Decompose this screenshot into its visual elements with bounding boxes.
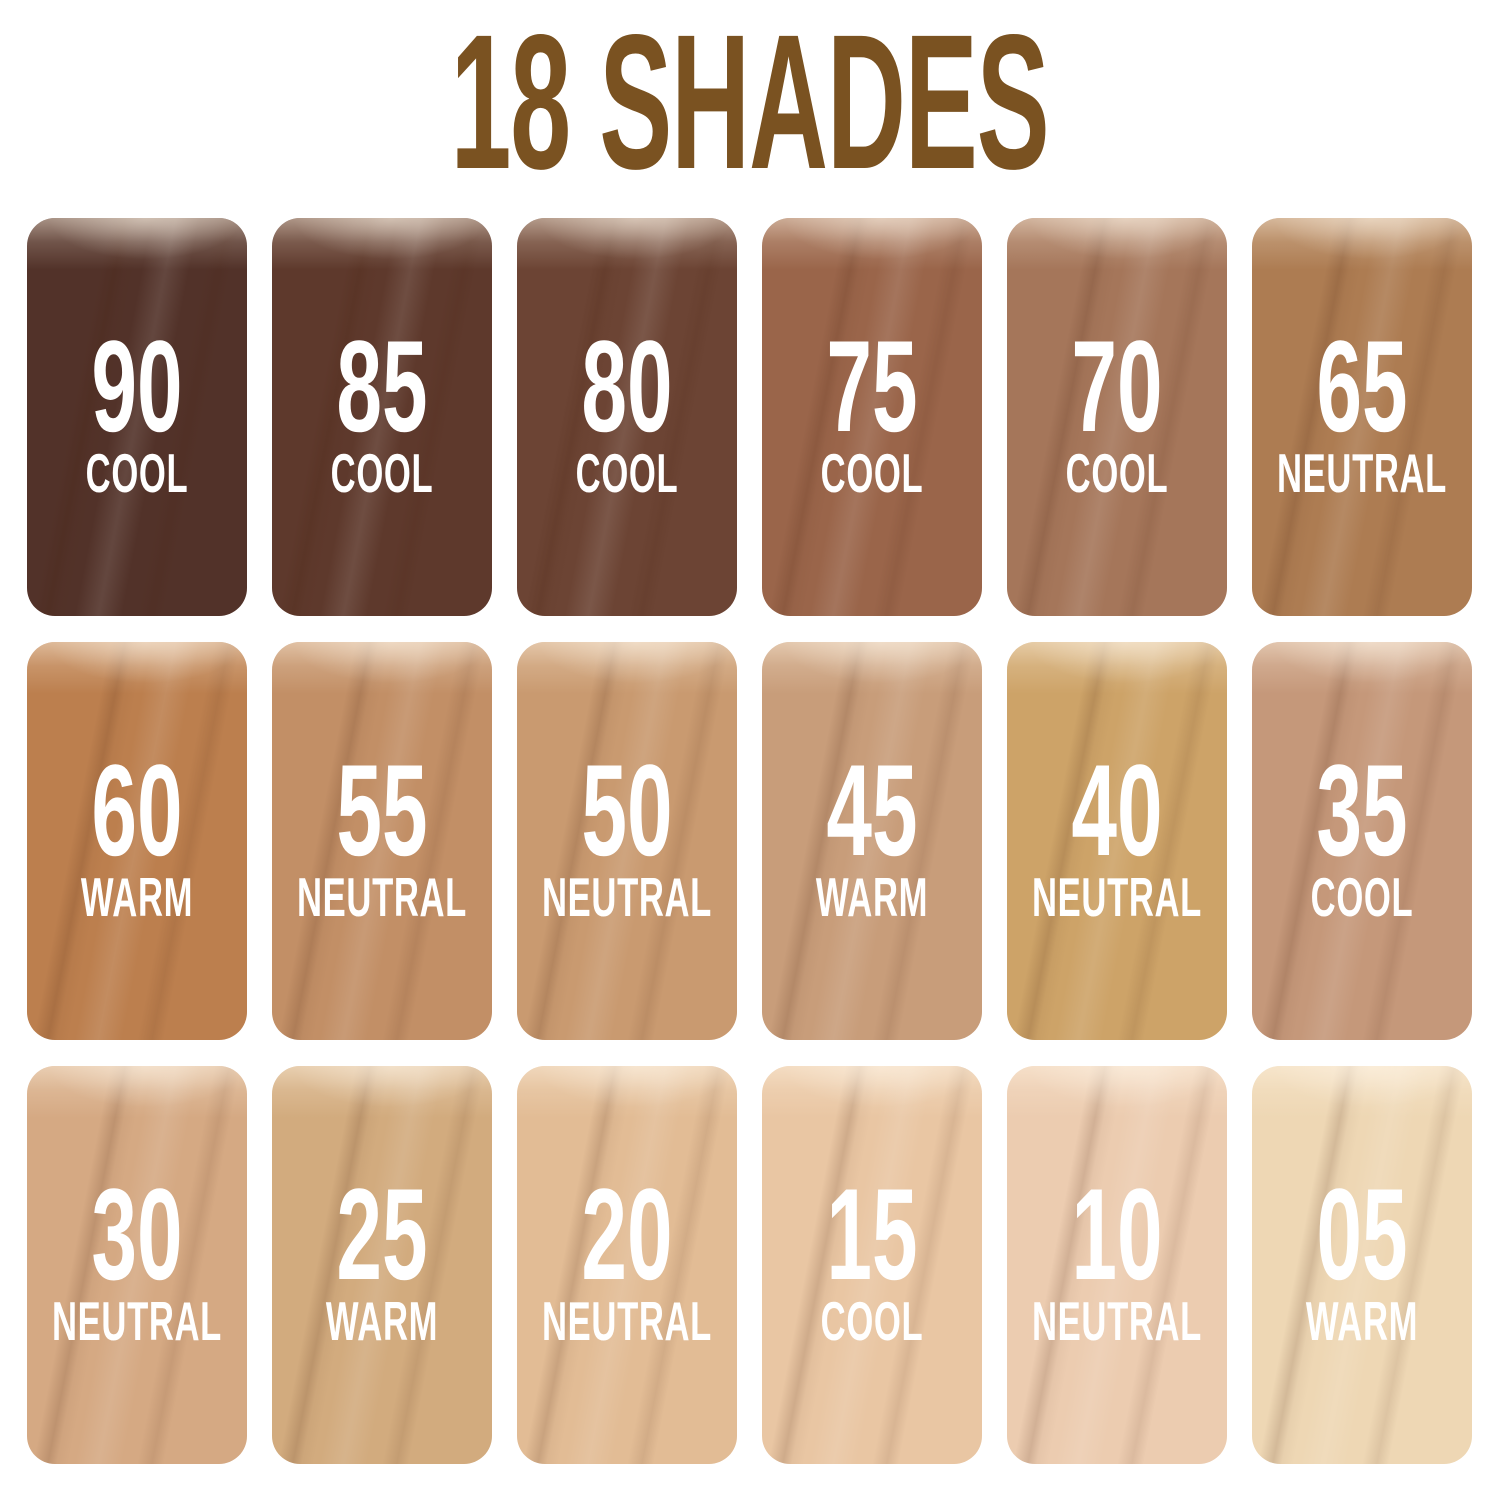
shade-tile-30-neutral: 30 NEUTRAL: [27, 1066, 247, 1464]
shade-label: 70 COOL: [1048, 218, 1187, 616]
shade-label: 10 NEUTRAL: [1032, 1066, 1201, 1464]
shade-tile-85-cool: 85 COOL: [272, 218, 492, 616]
shade-number: 10: [1071, 1160, 1163, 1307]
shade-number: 05: [1316, 1160, 1408, 1307]
foundation-smear-texture: [1007, 1066, 1227, 1464]
shade-label: 35 COOL: [1293, 642, 1432, 1040]
shade-tile-90-cool: 90 COOL: [27, 218, 247, 616]
shade-number: 20: [581, 1160, 673, 1307]
shade-undertone: WARM: [815, 866, 929, 929]
shade-number: 90: [91, 312, 183, 459]
foundation-smear-texture: [272, 642, 492, 1040]
shade-number: 50: [581, 736, 673, 883]
shade-number: 35: [1316, 736, 1408, 883]
page-title-wrap: 18 SHADES: [0, 0, 1500, 198]
shade-undertone: COOL: [575, 442, 679, 505]
shade-undertone: WARM: [1305, 1290, 1419, 1353]
foundation-smear-texture: [27, 218, 247, 616]
shade-label: 65 NEUTRAL: [1277, 218, 1446, 616]
shade-undertone: NEUTRAL: [1277, 442, 1447, 505]
shade-tile-25-warm: 25 WARM: [272, 1066, 492, 1464]
shade-label: 60 WARM: [68, 642, 207, 1040]
shade-label: 30 NEUTRAL: [52, 1066, 221, 1464]
shade-number: 45: [826, 736, 918, 883]
shade-undertone: NEUTRAL: [542, 866, 712, 929]
shade-undertone: WARM: [325, 1290, 439, 1353]
shade-undertone: NEUTRAL: [1032, 1290, 1202, 1353]
foundation-smear-texture: [762, 218, 982, 616]
shade-undertone: COOL: [1310, 866, 1414, 929]
shade-number: 75: [826, 312, 918, 459]
shade-undertone: COOL: [820, 442, 924, 505]
foundation-smear-texture: [1252, 642, 1472, 1040]
foundation-smear-texture: [27, 642, 247, 1040]
foundation-smear-texture: [27, 1066, 247, 1464]
foundation-smear-texture: [517, 218, 737, 616]
foundation-smear-texture: [1252, 218, 1472, 616]
foundation-smear-texture: [1007, 218, 1227, 616]
foundation-smear-texture: [762, 642, 982, 1040]
shade-label: 50 NEUTRAL: [542, 642, 711, 1040]
shade-number: 70: [1071, 312, 1163, 459]
shade-label: 05 WARM: [1293, 1066, 1432, 1464]
foundation-smear-texture: [272, 1066, 492, 1464]
shade-number: 80: [581, 312, 673, 459]
shade-number: 25: [336, 1160, 428, 1307]
foundation-smear-texture: [517, 1066, 737, 1464]
shade-undertone: COOL: [820, 1290, 924, 1353]
shade-number: 60: [91, 736, 183, 883]
shade-tile-80-cool: 80 COOL: [517, 218, 737, 616]
shade-undertone: NEUTRAL: [297, 866, 467, 929]
shade-undertone: NEUTRAL: [52, 1290, 222, 1353]
shade-number: 40: [1071, 736, 1163, 883]
shade-tile-15-cool: 15 COOL: [762, 1066, 982, 1464]
shade-label: 25 WARM: [313, 1066, 452, 1464]
shade-tile-50-neutral: 50 NEUTRAL: [517, 642, 737, 1040]
shade-number: 55: [336, 736, 428, 883]
shade-tile-10-neutral: 10 NEUTRAL: [1007, 1066, 1227, 1464]
shade-tile-45-warm: 45 WARM: [762, 642, 982, 1040]
foundation-smear-texture: [517, 642, 737, 1040]
foundation-smear-texture: [1252, 1066, 1472, 1464]
shade-tile-35-cool: 35 COOL: [1252, 642, 1472, 1040]
page-title: 18 SHADES: [451, 0, 1050, 209]
shade-grid: 90 COOL 85 COOL 80 COOL 75 COOL: [27, 218, 1472, 1464]
shade-tile-65-neutral: 65 NEUTRAL: [1252, 218, 1472, 616]
shade-undertone: WARM: [80, 866, 194, 929]
shade-undertone: COOL: [1065, 442, 1169, 505]
shade-tile-75-cool: 75 COOL: [762, 218, 982, 616]
shade-label: 20 NEUTRAL: [542, 1066, 711, 1464]
shade-tile-60-warm: 60 WARM: [27, 642, 247, 1040]
shade-undertone: COOL: [85, 442, 189, 505]
shade-label: 55 NEUTRAL: [297, 642, 466, 1040]
shade-label: 45 WARM: [803, 642, 942, 1040]
shade-tile-55-neutral: 55 NEUTRAL: [272, 642, 492, 1040]
shade-number: 85: [336, 312, 428, 459]
shade-tile-40-neutral: 40 NEUTRAL: [1007, 642, 1227, 1040]
shade-label: 90 COOL: [68, 218, 207, 616]
shade-label: 75 COOL: [803, 218, 942, 616]
shade-label: 85 COOL: [313, 218, 452, 616]
shade-label: 40 NEUTRAL: [1032, 642, 1201, 1040]
shade-number: 15: [826, 1160, 918, 1307]
shade-label: 80 COOL: [558, 218, 697, 616]
shade-undertone: NEUTRAL: [1032, 866, 1202, 929]
shade-tile-20-neutral: 20 NEUTRAL: [517, 1066, 737, 1464]
shade-undertone: NEUTRAL: [542, 1290, 712, 1353]
shade-number: 30: [91, 1160, 183, 1307]
foundation-smear-texture: [272, 218, 492, 616]
shade-tile-05-warm: 05 WARM: [1252, 1066, 1472, 1464]
foundation-smear-texture: [762, 1066, 982, 1464]
foundation-smear-texture: [1007, 642, 1227, 1040]
shade-tile-70-cool: 70 COOL: [1007, 218, 1227, 616]
shade-number: 65: [1316, 312, 1408, 459]
shade-label: 15 COOL: [803, 1066, 942, 1464]
shade-undertone: COOL: [330, 442, 434, 505]
